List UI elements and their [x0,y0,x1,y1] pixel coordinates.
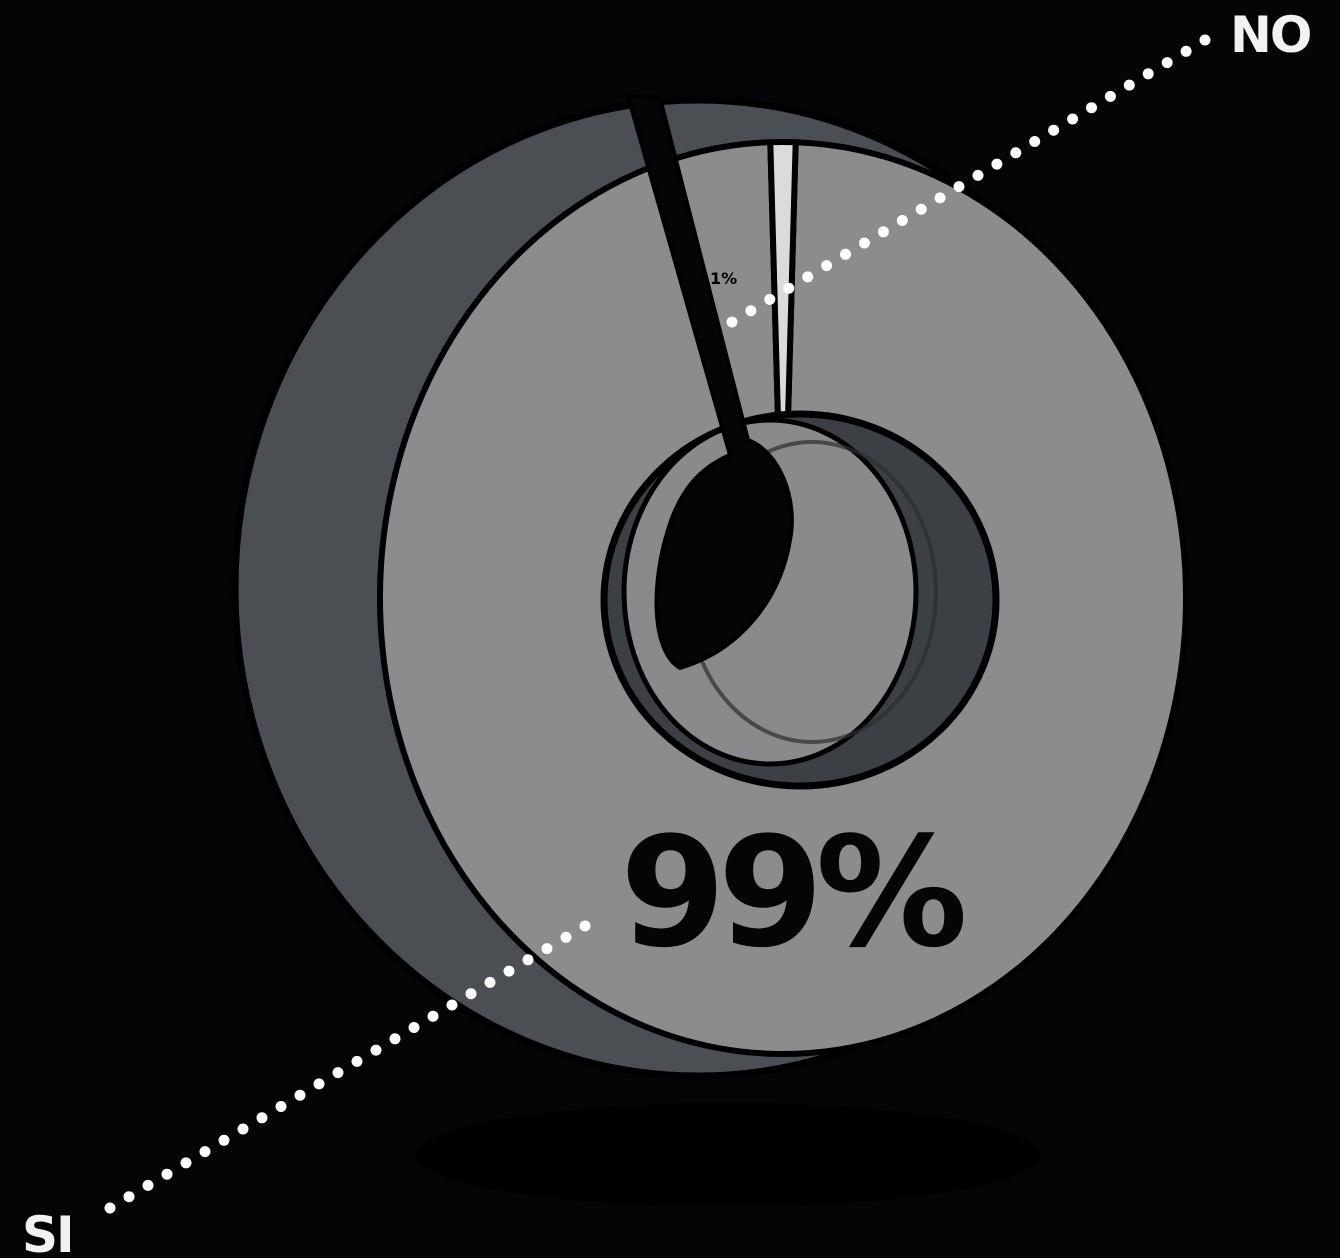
leader-dot [1104,90,1116,102]
leader-dot [522,954,534,966]
leader-dot [560,931,572,943]
leader-dot [934,192,946,204]
leader-dot [1029,136,1041,147]
leader-dot [161,1168,173,1180]
leader-dot [294,1089,306,1101]
leader-dot [1067,113,1079,125]
slice-no [767,138,799,599]
leader-lines [104,34,1211,1214]
leader-dot [1142,68,1154,80]
leader-dot [726,316,738,328]
leader-dot [465,988,477,1000]
leader-dot [764,293,776,305]
label-si: SI [22,1206,73,1258]
leader-si [104,920,591,1214]
leader-dot [408,1022,420,1033]
leader-dot [1048,124,1060,136]
leader-dot [915,203,927,215]
leader-dot [104,1202,116,1214]
leader-dot [313,1078,325,1090]
leader-dot [446,999,458,1011]
leader-dot [484,976,496,988]
leader-dot [991,158,1003,170]
leader-dot [123,1191,135,1203]
leader-dot [427,1010,439,1022]
leader-dot [142,1179,154,1191]
leader-dot [218,1134,230,1146]
leader-dot [370,1044,382,1056]
leader-dot [1180,45,1192,57]
leader-dot [237,1123,249,1135]
leader-dot [351,1055,363,1067]
leader-dot [1123,79,1135,91]
leader-dot [1161,57,1173,69]
label-no: NO [1230,6,1310,64]
wedge-pointer [625,93,794,671]
leader-dot [745,305,757,317]
leader-dot [877,226,889,238]
leader-dot [840,248,851,260]
leader-dot [972,169,984,181]
leader-dot [802,271,814,283]
leader-dot [389,1033,401,1045]
leader-dot [896,215,908,226]
floor-shadow [416,1103,1040,1207]
value-label-no: 1% [710,269,737,288]
leader-dot [821,260,833,272]
leader-no [726,34,1211,328]
leader-dot [503,965,515,977]
leader-dot [579,920,591,932]
leader-dot [541,943,553,955]
leader-dot [1086,102,1097,114]
leader-dot [199,1146,211,1158]
leader-dot [256,1112,268,1124]
leader-dot [953,181,965,193]
value-label-si: 99% [620,804,964,981]
leader-dot [783,282,795,294]
leader-dot [1010,147,1022,159]
leader-dot [332,1067,344,1079]
leader-dot [180,1157,192,1169]
leader-dot [275,1101,287,1112]
leader-dot [858,237,870,249]
leader-dot [1199,34,1211,46]
